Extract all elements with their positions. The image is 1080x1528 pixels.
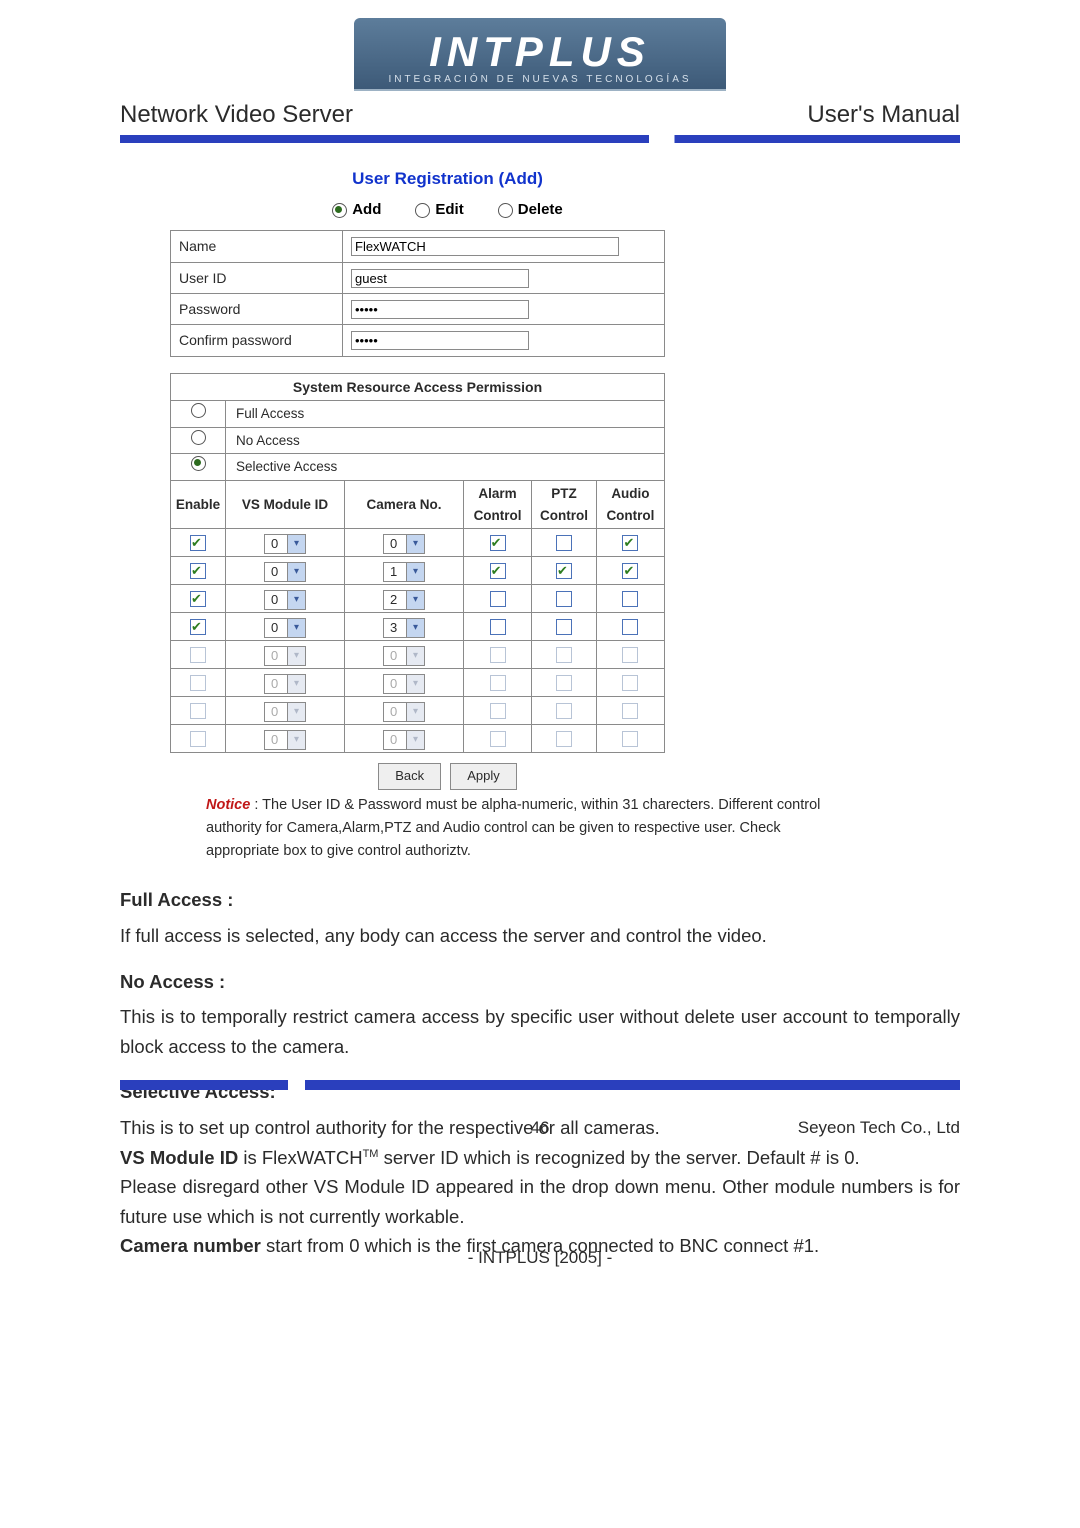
name-input[interactable]: [351, 237, 619, 256]
back-button[interactable]: Back: [378, 763, 441, 790]
perm-title: System Resource Access Permission: [171, 373, 665, 400]
user-form-table: Name User ID Password Confirm password: [170, 230, 665, 357]
checkbox[interactable]: [622, 563, 638, 579]
checkbox[interactable]: [190, 563, 206, 579]
password-input[interactable]: [351, 300, 529, 319]
mode-delete[interactable]: Delete: [498, 198, 563, 222]
checkbox[interactable]: [190, 619, 206, 635]
dropdown[interactable]: 0▾: [264, 590, 306, 610]
notice-block: Notice : The User ID & Password must be …: [170, 790, 836, 870]
checkbox: [490, 731, 506, 747]
notice-label: Notice: [206, 797, 250, 813]
checkbox[interactable]: [556, 619, 572, 635]
radio-full-access[interactable]: [191, 403, 206, 418]
label-no-access: No Access: [226, 427, 665, 454]
col-enable: Enable: [171, 480, 226, 528]
dropdown: 0▾: [383, 674, 425, 694]
checkbox: [490, 647, 506, 663]
checkbox[interactable]: [490, 591, 506, 607]
checkbox: [190, 731, 206, 747]
checkbox[interactable]: [490, 619, 506, 635]
embedded-screenshot: User Registration (Add) Add Edit Delete …: [170, 165, 725, 869]
col-camera: Camera No.: [345, 480, 464, 528]
checkbox[interactable]: [622, 619, 638, 635]
dropdown[interactable]: 3▾: [383, 618, 425, 638]
checkbox: [556, 731, 572, 747]
radio-selective-access[interactable]: [191, 456, 206, 471]
password-label: Password: [171, 293, 343, 324]
checkbox: [556, 647, 572, 663]
label-selective-access: Selective Access: [226, 454, 665, 481]
header-left: Network Video Server: [120, 101, 353, 129]
checkbox: [190, 703, 206, 719]
no-access-heading: No Access :: [120, 967, 960, 997]
dropdown: 0▾: [264, 702, 306, 722]
checkbox[interactable]: [490, 563, 506, 579]
checkbox: [556, 675, 572, 691]
confirm-input[interactable]: [351, 331, 529, 350]
selective-text-3: Please disregard other VS Module ID appe…: [120, 1172, 960, 1231]
doc-footer: - INTPLUS [2005] -: [0, 1248, 1080, 1268]
checkbox: [490, 675, 506, 691]
notice-text: : The User ID & Password must be alpha-n…: [206, 797, 820, 859]
confirm-label: Confirm password: [171, 325, 343, 356]
mode-add[interactable]: Add: [332, 198, 381, 222]
dropdown[interactable]: 0▾: [383, 534, 425, 554]
selective-text-2: VS Module ID is FlexWATCHTM server ID wh…: [120, 1143, 960, 1173]
header-right: User's Manual: [807, 101, 960, 129]
brand-tagline: INTEGRACIÓN DE NUEVAS TECNOLOGÍAS: [388, 74, 691, 85]
dropdown[interactable]: 1▾: [383, 562, 425, 582]
userid-input[interactable]: [351, 269, 529, 288]
dropdown: 0▾: [383, 702, 425, 722]
header-divider: [120, 135, 960, 143]
apply-button[interactable]: Apply: [450, 763, 517, 790]
brand-logo: INTPLUS INTEGRACIÓN DE NUEVAS TECNOLOGÍA…: [0, 0, 1080, 91]
checkbox[interactable]: [556, 535, 572, 551]
checkbox[interactable]: [556, 563, 572, 579]
dropdown: 0▾: [264, 730, 306, 750]
name-label: Name: [171, 231, 343, 262]
col-audio: Audio Control: [596, 480, 664, 528]
dropdown: 0▾: [383, 646, 425, 666]
checkbox: [622, 731, 638, 747]
full-access-text: If full access is selected, any body can…: [120, 921, 960, 951]
checkbox[interactable]: [556, 591, 572, 607]
form-title: User Registration (Add): [170, 165, 725, 192]
no-access-text: This is to temporally restrict camera ac…: [120, 1002, 960, 1061]
checkbox[interactable]: [190, 535, 206, 551]
checkbox: [190, 675, 206, 691]
dropdown[interactable]: 0▾: [264, 618, 306, 638]
checkbox[interactable]: [190, 591, 206, 607]
permission-table: System Resource Access Permission Full A…: [170, 373, 665, 753]
footer-divider: [120, 1080, 960, 1090]
page-number: 46: [531, 1118, 550, 1138]
col-ptz: PTZ Control: [532, 480, 597, 528]
dropdown[interactable]: 2▾: [383, 590, 425, 610]
full-access-heading: Full Access :: [120, 885, 960, 915]
mode-edit[interactable]: Edit: [415, 198, 463, 222]
checkbox: [622, 675, 638, 691]
dropdown: 0▾: [264, 674, 306, 694]
checkbox: [622, 703, 638, 719]
checkbox[interactable]: [622, 591, 638, 607]
brand-name: INTPLUS: [429, 28, 651, 75]
col-alarm: Alarm Control: [464, 480, 532, 528]
dropdown[interactable]: 0▾: [264, 562, 306, 582]
checkbox: [190, 647, 206, 663]
userid-label: User ID: [171, 262, 343, 293]
checkbox: [622, 647, 638, 663]
dropdown: 0▾: [383, 730, 425, 750]
label-full-access: Full Access: [226, 401, 665, 428]
col-vsmod: VS Module ID: [226, 480, 345, 528]
checkbox: [490, 703, 506, 719]
company-name: Seyeon Tech Co., Ltd: [798, 1118, 960, 1138]
dropdown[interactable]: 0▾: [264, 534, 306, 554]
radio-no-access[interactable]: [191, 430, 206, 445]
checkbox[interactable]: [622, 535, 638, 551]
checkbox[interactable]: [490, 535, 506, 551]
dropdown: 0▾: [264, 646, 306, 666]
checkbox: [556, 703, 572, 719]
